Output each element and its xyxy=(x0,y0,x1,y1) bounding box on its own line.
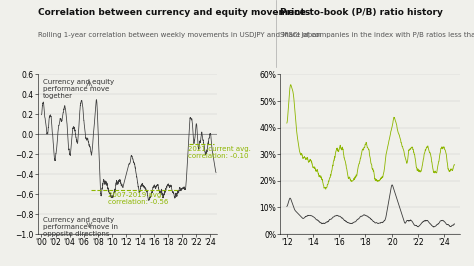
Text: 2007-2019 avg.
correlation: -0.56: 2007-2019 avg. correlation: -0.56 xyxy=(109,192,169,205)
Text: Rolling 1-year correlation between weekly movements in USDJPY and MSCI Japan: Rolling 1-year correlation between weekl… xyxy=(38,32,321,38)
Text: Currency and equity
performance move
together: Currency and equity performance move tog… xyxy=(43,80,114,99)
Text: Share of companies in the index with P/B ratios less than 1x: Share of companies in the index with P/B… xyxy=(280,32,474,38)
Text: Currency and equity
performance move in
opposite directions: Currency and equity performance move in … xyxy=(43,217,118,237)
Text: Price-to-book (P/B) ratio history: Price-to-book (P/B) ratio history xyxy=(280,8,443,17)
Text: 2021-current avg.
correlation: -0.10: 2021-current avg. correlation: -0.10 xyxy=(188,146,251,159)
Text: Correlation between currency and equity movements: Correlation between currency and equity … xyxy=(38,8,310,17)
